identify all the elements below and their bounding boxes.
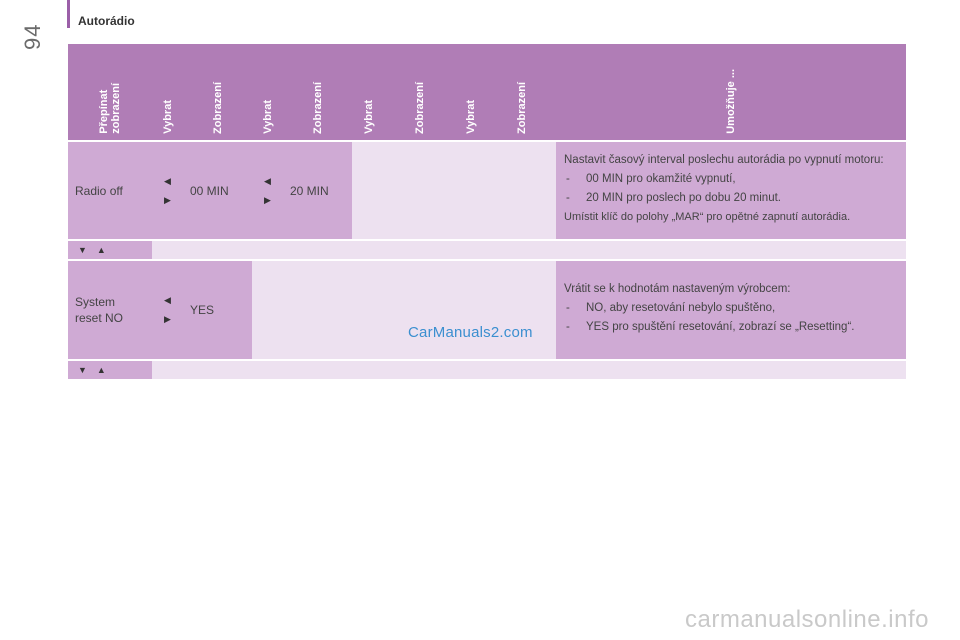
- header-switch-display: Přepínat zobrazení: [68, 44, 152, 140]
- description-item: YES pro spuštění resetování, zobrazí se …: [564, 320, 898, 335]
- header-select-4: Vybrat: [454, 44, 487, 140]
- header-display-4: Zobrazení: [487, 44, 556, 140]
- triangle-left-icon: ◀: [264, 175, 271, 186]
- triangle-right-icon: ▶: [164, 314, 171, 324]
- header-row: Přepínat zobrazení Vybrat Zobrazení Vybr…: [68, 44, 906, 140]
- header-select-3: Vybrat: [352, 44, 385, 140]
- switch-label: Radio off: [68, 142, 152, 239]
- description-item: NO, aby resetování nebylo spuštěno,: [564, 301, 898, 316]
- page-number: 94: [20, 23, 45, 50]
- menu-table: Přepínat zobrazení Vybrat Zobrazení Vybr…: [68, 44, 906, 379]
- triangle-left-icon: ◀: [164, 175, 171, 186]
- description-intro: Nastavit časový interval poslechu autorá…: [564, 153, 884, 166]
- triangle-right-icon: ▶: [164, 194, 171, 205]
- display-value: 20 MIN: [283, 142, 352, 239]
- display-value: 00 MIN: [183, 142, 252, 239]
- section-title: Autorádio: [78, 14, 135, 28]
- triangle-up-icon: ▲: [96, 245, 106, 255]
- header-display-3: Zobrazení: [385, 44, 454, 140]
- description: Nastavit časový interval poslechu autorá…: [556, 142, 906, 239]
- nav-row: ▼ ▲: [68, 241, 906, 259]
- triangle-down-icon: ▼: [78, 245, 87, 255]
- triangle-up-icon: ▲: [96, 365, 106, 375]
- header-select-2: Vybrat: [252, 44, 283, 140]
- header-select-1: Vybrat: [152, 44, 183, 140]
- display-value: YES: [183, 261, 252, 359]
- nav-row: ▼ ▲: [68, 361, 906, 379]
- description-item: 20 MIN pro poslech po dobu 20 minut.: [564, 191, 898, 206]
- section-bar: [67, 0, 70, 28]
- watermark: CarManuals2.com: [408, 324, 533, 341]
- footer-watermark: carmanualsonline.info: [685, 606, 929, 633]
- table-row: System reset NO ◀ ▶ YES Vrátit se k hodno…: [68, 261, 906, 359]
- header-allows: Umožňuje ...: [556, 44, 906, 140]
- description-intro: Vrátit se k hodnotám nastaveným výrobcem…: [564, 282, 791, 295]
- description-item: 00 MIN pro okamžité vypnutí,: [564, 172, 898, 187]
- description: Vrátit se k hodnotám nastaveným výrobcem…: [556, 261, 906, 359]
- header-display-1: Zobrazení: [183, 44, 252, 140]
- triangle-down-icon: ▼: [78, 365, 87, 375]
- switch-label: System reset NO: [68, 261, 152, 359]
- triangle-left-icon: ◀: [164, 295, 171, 305]
- table-row: Radio off ◀ ▶ 00 MIN ◀ ▶ 20 MIN Nastavit č…: [68, 142, 906, 239]
- header-display-2: Zobrazení: [283, 44, 352, 140]
- triangle-right-icon: ▶: [264, 194, 271, 205]
- description-note: Umístit klíč do polohy „MAR“ pro opětné …: [564, 210, 851, 223]
